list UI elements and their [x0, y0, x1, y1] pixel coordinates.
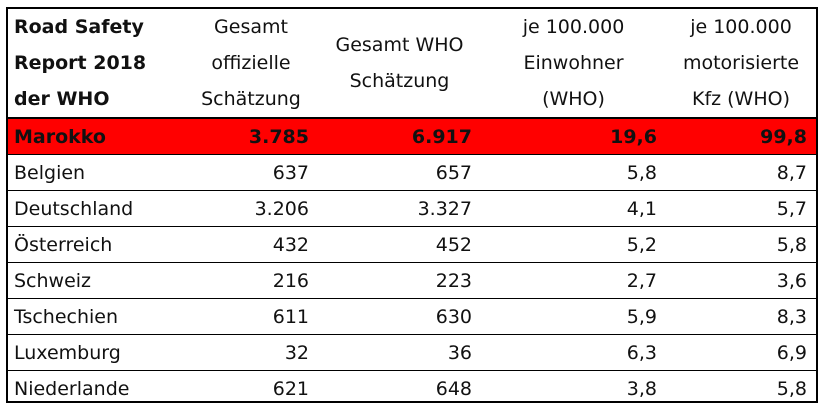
table-row: Luxemburg 32 36 6,3 6,9: [8, 334, 816, 371]
cell-who: 657: [318, 154, 481, 191]
cell-country: Tschechien: [8, 298, 184, 335]
cell-who: 223: [318, 262, 481, 299]
cell-per-inhabitants: 3,8: [626, 377, 657, 400]
cell-per-vehicles: 8,3: [666, 298, 816, 335]
table-row-marokko: Marokko 3.785 6.917 19,6 99,8: [8, 118, 816, 155]
table-row: Tschechien 611 630 5,9 8,3: [8, 298, 816, 335]
table-row: Deutschland 3.206 3.327 4,1 5,7: [8, 190, 816, 227]
cell-official: 432: [184, 226, 318, 263]
cell-country: Belgien: [8, 154, 184, 191]
cell-official: 32: [184, 334, 318, 371]
table-row: Belgien 637 657 5,8 8,7: [8, 154, 816, 191]
cell-who: 452: [318, 226, 481, 263]
header-per-vehicles: je 100.000 motorisierte Kfz (WHO): [666, 9, 816, 119]
cell-per-inhabitants: 5,9: [481, 298, 666, 335]
cell-country: Luxemburg: [8, 334, 184, 371]
cell-official: 216: [184, 262, 318, 299]
cell-per-vehicles: 8,7: [666, 154, 816, 191]
cell-official: 3.785: [184, 118, 318, 155]
road-safety-table-container: Road Safety Report 2018 der WHO Gesamt o…: [6, 7, 818, 403]
cell-who: 3.327: [318, 190, 481, 227]
cell-official: 621: [272, 377, 309, 400]
cell-per-vehicles: 5,7: [666, 190, 816, 227]
table-row: Österreich 432 452 5,2 5,8: [8, 226, 816, 263]
cell-per-vehicles: 6,9: [666, 334, 816, 371]
cell-country: Marokko: [8, 118, 184, 155]
header-who-estimate: Gesamt WHO Schätzung: [318, 9, 481, 119]
cell-who: 648: [435, 377, 472, 400]
cell-official: 637: [184, 154, 318, 191]
cell-per-vehicles: 5,8: [776, 377, 807, 400]
cell-country: Schweiz: [8, 262, 184, 299]
cell-country: Österreich: [8, 226, 184, 263]
cell-per-inhabitants: 19,6: [481, 118, 666, 155]
cell-who: 630: [318, 298, 481, 335]
table-row: Schweiz 216 223 2,7 3,6: [8, 262, 816, 299]
cell-per-vehicles: 5,8: [666, 226, 816, 263]
cell-per-inhabitants: 6,3: [481, 334, 666, 371]
cell-official: 611: [184, 298, 318, 335]
cell-country: Deutschland: [8, 190, 184, 227]
header-official-estimate: Gesamt offizielle Schätzung: [184, 9, 318, 119]
cell-per-inhabitants: 2,7: [481, 262, 666, 299]
road-safety-table: Road Safety Report 2018 der WHO Gesamt o…: [8, 9, 816, 406]
cell-per-vehicles: 3,6: [666, 262, 816, 299]
cell-country: Niederlande: [14, 377, 130, 400]
cell-per-vehicles: 99,8: [666, 118, 816, 155]
cell-per-inhabitants: 4,1: [481, 190, 666, 227]
cell-who: 36: [318, 334, 481, 371]
header-row: Road Safety Report 2018 der WHO Gesamt o…: [8, 9, 816, 119]
cell-per-inhabitants: 5,8: [481, 154, 666, 191]
header-title: Road Safety Report 2018 der WHO: [8, 9, 184, 119]
cell-per-inhabitants: 5,2: [481, 226, 666, 263]
cell-who: 6.917: [318, 118, 481, 155]
cell-official: 3.206: [184, 190, 318, 227]
table-row: Niederlande 621 648 3,8 5,8: [8, 371, 816, 407]
header-per-inhabitants: je 100.000 Einwohner (WHO): [481, 9, 666, 119]
